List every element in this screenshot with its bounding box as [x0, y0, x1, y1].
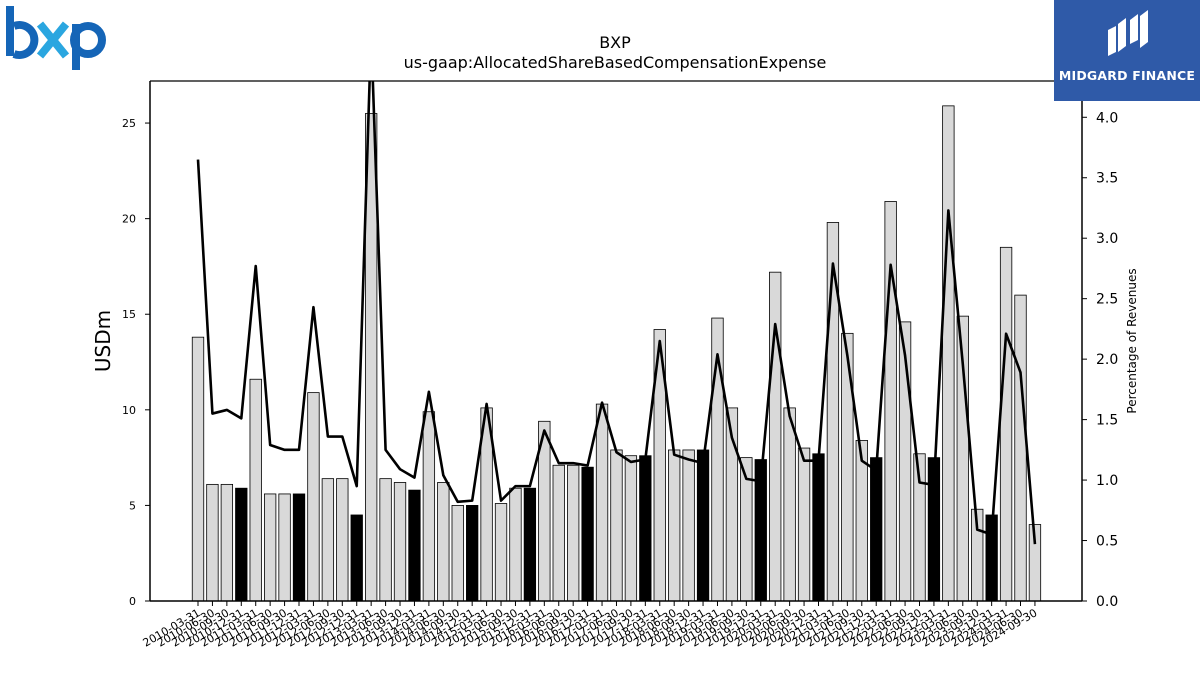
- bar: [581, 466, 594, 602]
- bar: [1014, 294, 1027, 602]
- bar: [263, 493, 277, 602]
- y2-tick-label: 0.0: [1096, 594, 1118, 610]
- y-tick-label: 25: [122, 117, 136, 130]
- bar: [870, 457, 883, 602]
- bar: [942, 105, 955, 602]
- chart-subtitle: us-gaap:AllocatedShareBasedCompensationE…: [404, 53, 827, 72]
- bar: [292, 493, 306, 602]
- bar: [350, 514, 363, 602]
- midgard-finance-logo: MIDGARD FINANCE: [1054, 0, 1200, 101]
- chart-title: BXP: [599, 33, 631, 52]
- y2-tick-label: 0.5: [1096, 534, 1118, 550]
- y2-axis-label: Percentage of Revenues: [1125, 268, 1139, 413]
- bar: [769, 271, 782, 602]
- bar: [783, 407, 796, 602]
- y2-tick-label: 1.5: [1096, 413, 1118, 429]
- bar: [841, 332, 854, 602]
- bar: [610, 449, 623, 602]
- bar: [278, 493, 291, 602]
- bar: [884, 201, 897, 602]
- bar-series: [191, 105, 1042, 602]
- bar: [523, 487, 537, 602]
- bar: [235, 487, 248, 602]
- axes: 05101520250.00.51.01.52.02.53.03.54.0201…: [122, 80, 1118, 650]
- bar: [220, 483, 234, 602]
- bar: [451, 505, 464, 602]
- bar: [408, 489, 421, 602]
- y-tick-label: 20: [122, 213, 136, 226]
- bar: [494, 503, 508, 602]
- y2-tick-label: 3.0: [1096, 231, 1118, 247]
- bar: [466, 505, 479, 602]
- bar: [307, 392, 320, 602]
- y2-tick-label: 3.5: [1096, 171, 1118, 187]
- y-tick-label: 15: [122, 308, 136, 321]
- bar: [595, 403, 609, 602]
- bxp-logo-icon: [6, 6, 106, 70]
- bar: [191, 336, 205, 602]
- bar: [321, 478, 335, 602]
- bar: [639, 455, 652, 602]
- bar: [509, 487, 522, 602]
- bar: [379, 478, 392, 602]
- bar: [393, 482, 407, 602]
- y-tick-label: 0: [129, 595, 136, 608]
- bar: [437, 482, 450, 602]
- midgard-logo-text: MIDGARD FINANCE: [1058, 68, 1196, 83]
- company-logo: [4, 4, 108, 72]
- y-tick-label: 5: [129, 499, 136, 512]
- bar: [682, 449, 695, 602]
- bar: [696, 449, 710, 602]
- y2-tick-label: 2.0: [1096, 352, 1118, 368]
- bar: [624, 455, 638, 602]
- bar: [336, 478, 349, 602]
- y2-tick-label: 4.0: [1096, 110, 1118, 126]
- y2-tick-label: 2.5: [1096, 292, 1118, 308]
- bar: [999, 246, 1013, 602]
- bar: [567, 464, 580, 602]
- y-tick-label: 10: [122, 404, 136, 417]
- bar: [668, 449, 681, 602]
- bar: [422, 411, 436, 602]
- bar: [552, 464, 565, 602]
- bar: [249, 378, 262, 602]
- bar: [206, 483, 219, 602]
- midgard-logo-icon: [1108, 10, 1148, 56]
- bar: [797, 447, 811, 602]
- line-series: [196, 81, 1037, 545]
- percentage-line: [196, 81, 1037, 545]
- y2-tick-label: 1.0: [1096, 473, 1118, 489]
- y-axis-label: USDm: [91, 310, 115, 372]
- bar: [812, 453, 825, 602]
